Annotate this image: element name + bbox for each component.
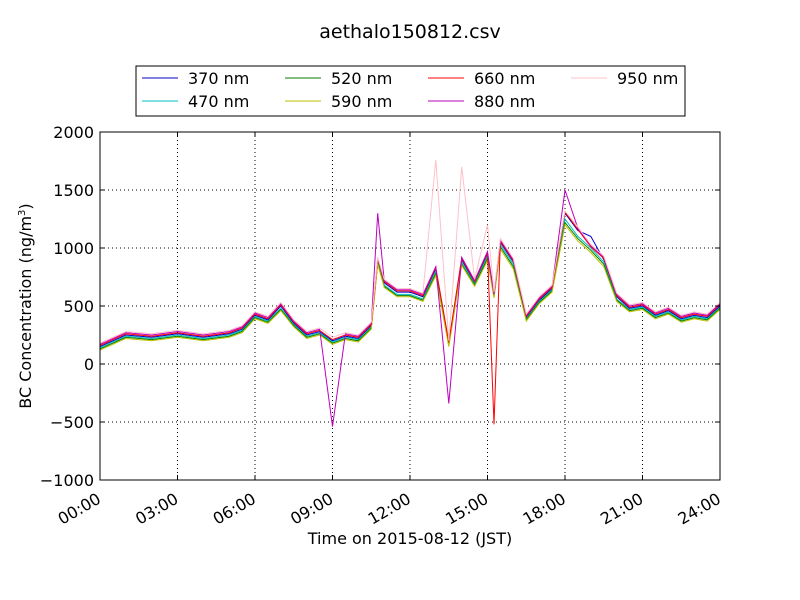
series-line-950-nm bbox=[99, 159, 721, 344]
y-tick-labels: 2000 1500 1000 500 0 −500 −1000 bbox=[40, 123, 94, 490]
legend-label: 880 nm bbox=[474, 92, 535, 111]
legend-label: 590 nm bbox=[331, 92, 392, 111]
legend-label: 520 nm bbox=[331, 69, 392, 88]
series-line-590-nm bbox=[99, 223, 721, 351]
legend-label: 660 nm bbox=[474, 69, 535, 88]
y-tick-label: 0 bbox=[84, 355, 94, 374]
x-axis-label: Time on 2015-08-12 (JST) bbox=[307, 529, 512, 548]
y-axis-label-end: ) bbox=[16, 203, 35, 209]
y-axis-label: BC Concentration (ng/m3) bbox=[16, 203, 35, 408]
legend-label: 370 nm bbox=[188, 69, 249, 88]
ticks bbox=[99, 131, 721, 481]
y-tick-label: 2000 bbox=[53, 123, 94, 142]
y-tick-label: 1000 bbox=[53, 239, 94, 258]
legend-box bbox=[135, 65, 686, 117]
y-tick-label: −500 bbox=[50, 413, 94, 432]
legend-label: 470 nm bbox=[188, 92, 249, 111]
series-layer bbox=[99, 159, 721, 427]
y-tick-label: −1000 bbox=[40, 471, 94, 490]
y-axis-label-superscript: 3 bbox=[17, 210, 28, 216]
chart-title: aethalo150812.csv bbox=[319, 21, 501, 43]
legend-label: 950 nm bbox=[617, 69, 678, 88]
series-line-880-nm bbox=[99, 189, 721, 427]
legend: 370 nm 470 nm 520 nm 590 nm 660 nm 880 nm 950 … bbox=[135, 65, 686, 117]
y-tick-label: 500 bbox=[63, 297, 94, 316]
y-tick-label: 1500 bbox=[53, 181, 94, 200]
y-axis-label-main: BC Concentration (ng/m bbox=[16, 216, 35, 409]
series-line-660-nm bbox=[99, 210, 721, 425]
